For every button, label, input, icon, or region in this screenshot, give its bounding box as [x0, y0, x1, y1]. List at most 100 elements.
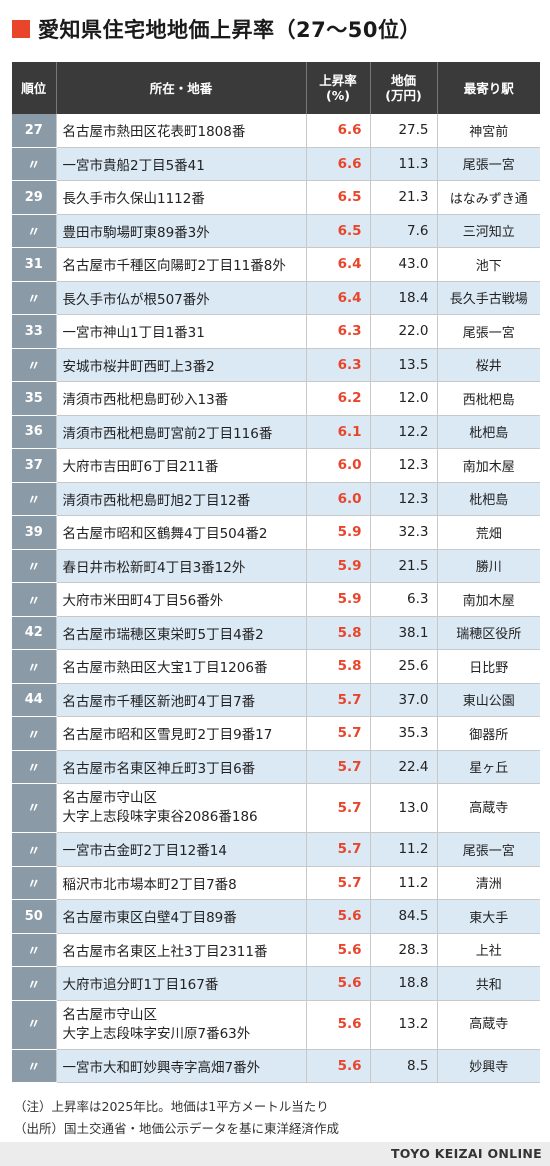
rank-cell: 〃	[12, 582, 57, 617]
table-row: 〃長久手市仏が根507番外 6.4 18.4 長久手古戦場	[12, 281, 540, 315]
station-cell: 東山公園	[437, 683, 540, 717]
location-cell: 名古屋市東区白壁4丁目89番	[56, 899, 307, 934]
rate-cell: 5.7	[306, 750, 371, 784]
rate-cell: 5.7	[306, 783, 371, 833]
rate-cell: 5.7	[306, 832, 371, 867]
price-cell: 12.3	[370, 448, 438, 483]
price-cell: 8.5	[370, 1049, 438, 1083]
rank-cell: 〃	[12, 832, 57, 867]
station-cell: 南加木屋	[437, 582, 540, 617]
rank-cell: 〃	[12, 1000, 57, 1050]
rank-cell: 〃	[12, 866, 57, 900]
location-cell: 長久手市久保山1112番	[56, 180, 307, 215]
price-cell: 84.5	[370, 899, 438, 934]
rate-cell: 5.7	[306, 683, 371, 717]
station-cell: 東大手	[437, 899, 540, 934]
rank-cell: 31	[12, 247, 57, 282]
station-cell: はなみずき通	[437, 180, 540, 215]
header-rank: 順位	[12, 62, 57, 114]
rate-cell: 5.6	[306, 1049, 371, 1083]
rate-cell: 5.8	[306, 649, 371, 684]
price-cell: 11.3	[370, 147, 438, 181]
location-cell: 大府市米田町4丁目56番外	[56, 582, 307, 617]
location-cell: 清須市西枇杷島町砂入13番	[56, 381, 307, 416]
location-cell: 長久手市仏が根507番外	[56, 281, 307, 315]
price-cell: 11.2	[370, 832, 438, 867]
price-cell: 21.3	[370, 180, 438, 215]
price-cell: 21.5	[370, 549, 438, 583]
table-row: 〃春日井市松新町4丁目3番12外 5.9 21.5 勝川	[12, 549, 540, 583]
table-row: 〃名古屋市名東区神丘町3丁目6番 5.7 22.4 星ヶ丘	[12, 750, 540, 784]
rate-cell: 5.6	[306, 966, 371, 1001]
rate-cell: 6.0	[306, 448, 371, 483]
source-line: （出所）国土交通省・地価公示データを基に東洋経済作成	[14, 1121, 340, 1136]
station-cell: 枇杷島	[437, 482, 540, 516]
ranking-table: 順位 所在・地番 上昇率 (%) 地価 (万円) 最寄り駅 27 名古屋市熱田区花…	[12, 62, 540, 1083]
rank-cell: 27	[12, 114, 57, 148]
station-cell: 上社	[437, 933, 540, 967]
location-cell: 名古屋市守山区大字上志段味字安川原7番63外	[56, 1000, 307, 1050]
location-cell: 稲沢市北市場本町2丁目7番8	[56, 866, 307, 900]
rank-cell: 〃	[12, 214, 57, 248]
station-cell: 日比野	[437, 649, 540, 684]
rank-cell: 〃	[12, 966, 57, 1001]
rank-cell: 29	[12, 180, 57, 215]
table-row: 〃名古屋市名東区上社3丁目2311番 5.6 28.3 上社	[12, 933, 540, 967]
brand-logo-text: TOYO KEIZAI ONLINE	[390, 1146, 542, 1161]
table-row: 29 長久手市久保山1112番 6.5 21.3 はなみずき通	[12, 180, 540, 215]
table-row: 〃名古屋市守山区 大字上志段味字安川原7番63外 5.6 13.2 高蔵寺	[12, 1000, 540, 1050]
station-cell: 池下	[437, 247, 540, 282]
rank-cell: 〃	[12, 933, 57, 967]
price-cell: 13.0	[370, 783, 438, 833]
station-cell: 三河知立	[437, 214, 540, 248]
rank-cell: 〃	[12, 750, 57, 784]
price-cell: 11.2	[370, 866, 438, 900]
price-cell: 27.5	[370, 114, 438, 148]
location-cell: 名古屋市熱田区大宝1丁目1206番	[56, 649, 307, 684]
price-cell: 35.3	[370, 716, 438, 751]
price-cell: 32.3	[370, 515, 438, 550]
table-row: 〃稲沢市北市場本町2丁目7番8 5.7 11.2 清洲	[12, 866, 540, 900]
location-cell: 一宮市古金町2丁目12番14	[56, 832, 307, 867]
price-cell: 25.6	[370, 649, 438, 684]
table-row: 〃名古屋市熱田区大宝1丁目1206番 5.8 25.6 日比野	[12, 649, 540, 684]
location-line-2: 大字上志段味字安川原7番63外	[62, 1025, 251, 1042]
rank-cell: 〃	[12, 348, 57, 382]
table-row: 36 清須市西枇杷島町宮前2丁目116番 6.1 12.2 枇杷島	[12, 415, 540, 449]
station-cell: 妙興寺	[437, 1049, 540, 1083]
rate-cell: 6.2	[306, 381, 371, 416]
rank-cell: 42	[12, 616, 57, 650]
station-cell: 星ヶ丘	[437, 750, 540, 784]
rank-cell: 〃	[12, 482, 57, 516]
rate-cell: 6.6	[306, 147, 371, 181]
station-cell: 清洲	[437, 866, 540, 900]
rank-cell: 33	[12, 314, 57, 349]
station-cell: 枇杷島	[437, 415, 540, 449]
table-row: 〃一宮市貴船2丁目5番41 6.6 11.3 尾張一宮	[12, 147, 540, 181]
station-cell: 桜井	[437, 348, 540, 382]
station-cell: 長久手古戦場	[437, 281, 540, 315]
table-row: 〃大府市追分町1丁目167番 5.6 18.8 共和	[12, 966, 540, 1001]
rank-cell: 〃	[12, 649, 57, 684]
header-location: 所在・地番	[56, 62, 307, 114]
rate-cell: 5.9	[306, 549, 371, 583]
table-row: 〃清須市西枇杷島町旭2丁目12番 6.0 12.3 枇杷島	[12, 482, 540, 516]
table-row: 〃大府市米田町4丁目56番外 5.9 6.3 南加木屋	[12, 582, 540, 617]
rate-cell: 5.6	[306, 899, 371, 934]
location-cell: 大府市追分町1丁目167番	[56, 966, 307, 1001]
table-row: 35 清須市西枇杷島町砂入13番 6.2 12.0 西枇杷島	[12, 381, 540, 416]
rate-cell: 6.5	[306, 180, 371, 215]
rank-cell: 〃	[12, 147, 57, 181]
table-row: 33 一宮市神山1丁目1番31 6.3 22.0 尾張一宮	[12, 314, 540, 349]
rate-cell: 6.5	[306, 214, 371, 248]
station-cell: 西枇杷島	[437, 381, 540, 416]
location-cell: 大府市吉田町6丁目211番	[56, 448, 307, 483]
location-line-1: 名古屋市守山区	[62, 1006, 158, 1023]
table-row: 31 名古屋市千種区向陽町2丁目11番8外 6.4 43.0 池下	[12, 247, 540, 282]
location-cell: 名古屋市名東区神丘町3丁目6番	[56, 750, 307, 784]
rate-cell: 5.7	[306, 716, 371, 751]
location-cell: 名古屋市千種区向陽町2丁目11番8外	[56, 247, 307, 282]
location-line-2: 大字上志段味字東谷2086番186	[62, 809, 258, 825]
rank-cell: 50	[12, 899, 57, 934]
price-cell: 12.2	[370, 415, 438, 449]
